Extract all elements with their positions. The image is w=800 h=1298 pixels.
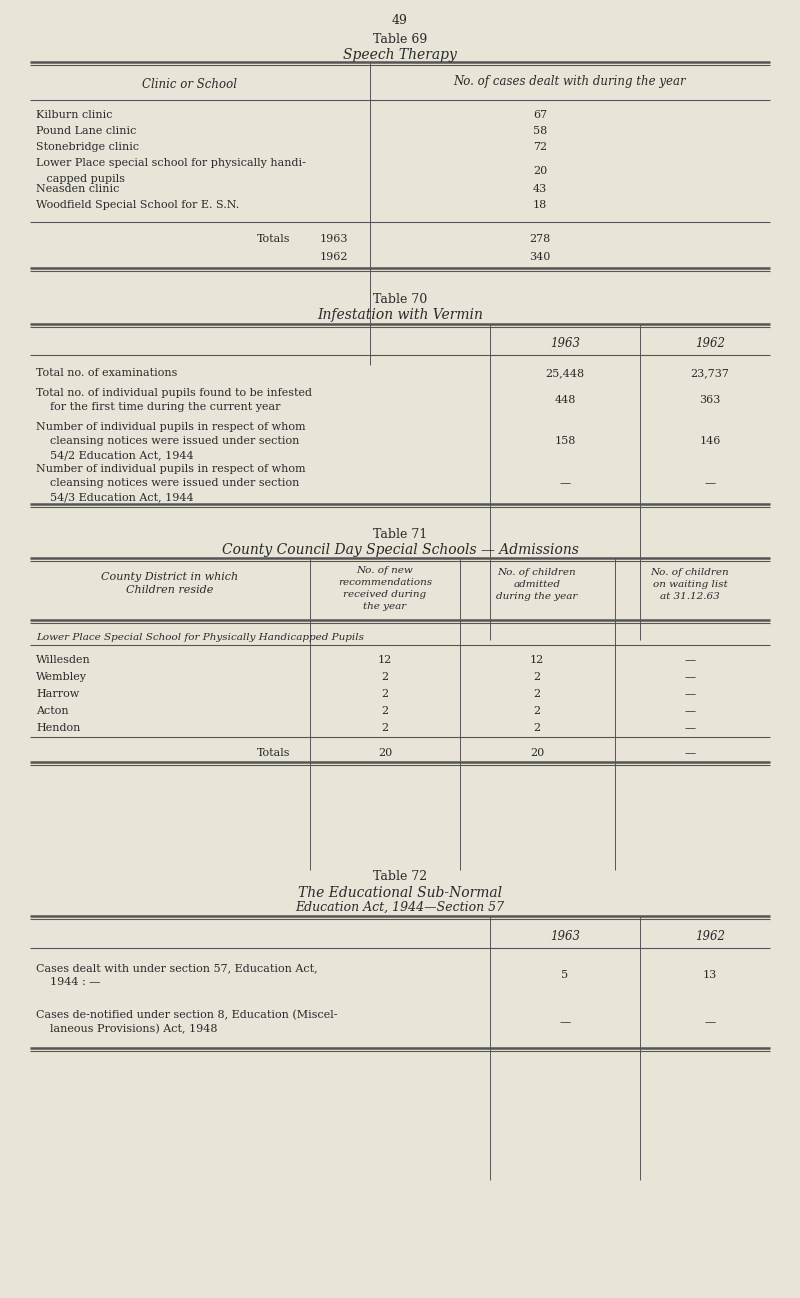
Text: 1963: 1963 [550,929,580,944]
Text: Harrow: Harrow [36,689,79,700]
Text: 54/3 Education Act, 1944: 54/3 Education Act, 1944 [36,492,194,502]
Text: —: — [685,672,695,681]
Text: Stonebridge clinic: Stonebridge clinic [36,141,139,152]
Text: Clinic or School: Clinic or School [142,78,238,91]
Text: for the first time during the current year: for the first time during the current ye… [36,402,281,411]
Text: Table 72: Table 72 [373,870,427,883]
Text: Cases dealt with under section 57, Education Act,: Cases dealt with under section 57, Educa… [36,963,318,974]
Text: —: — [705,1018,715,1027]
Text: 1963: 1963 [320,234,349,244]
Text: 49: 49 [392,14,408,27]
Text: laneous Provisions) Act, 1948: laneous Provisions) Act, 1948 [36,1024,218,1035]
Text: 448: 448 [554,395,576,405]
Text: cleansing notices were issued under section: cleansing notices were issued under sect… [36,436,299,447]
Text: 20: 20 [530,748,544,758]
Text: 72: 72 [533,141,547,152]
Text: Total no. of individual pupils found to be infested: Total no. of individual pupils found to … [36,388,312,398]
Text: —: — [559,1018,570,1027]
Text: 340: 340 [530,252,550,262]
Text: Woodfield Special School for E. S.N.: Woodfield Special School for E. S.N. [36,200,239,210]
Text: County District in which: County District in which [102,572,238,582]
Text: Cases de-notified under section 8, Education (Miscel-: Cases de-notified under section 8, Educa… [36,1010,338,1020]
Text: 13: 13 [703,970,717,980]
Text: No. of cases dealt with during the year: No. of cases dealt with during the year [454,75,686,88]
Text: recommendations: recommendations [338,578,432,587]
Text: Table 69: Table 69 [373,32,427,45]
Text: 2: 2 [534,672,541,681]
Text: 2: 2 [534,723,541,733]
Text: 2: 2 [382,672,389,681]
Text: —: — [705,478,715,488]
Text: the year: the year [363,602,406,611]
Text: 278: 278 [530,234,550,244]
Text: on waiting list: on waiting list [653,580,727,589]
Text: Infestation with Vermin: Infestation with Vermin [317,308,483,322]
Text: 1962: 1962 [695,337,725,350]
Text: County Council Day Special Schools — Admissions: County Council Day Special Schools — Adm… [222,543,578,557]
Text: No. of new: No. of new [357,566,414,575]
Text: Acton: Acton [36,706,69,716]
Text: 158: 158 [554,436,576,447]
Text: Willesden: Willesden [36,655,90,665]
Text: —: — [685,723,695,733]
Text: Speech Therapy: Speech Therapy [343,48,457,62]
Text: The Educational Sub-Normal: The Educational Sub-Normal [298,887,502,900]
Text: 67: 67 [533,110,547,119]
Text: Number of individual pupils in respect of whom: Number of individual pupils in respect o… [36,422,306,432]
Text: 1963: 1963 [550,337,580,350]
Text: Table 70: Table 70 [373,293,427,306]
Text: 12: 12 [530,655,544,665]
Text: 1944 : —: 1944 : — [36,977,100,986]
Text: Totals: Totals [257,234,290,244]
Text: Table 71: Table 71 [373,528,427,541]
Text: Totals: Totals [257,748,290,758]
Text: 5: 5 [562,970,569,980]
Text: —: — [559,478,570,488]
Text: 2: 2 [382,706,389,716]
Text: 43: 43 [533,184,547,193]
Text: Hendon: Hendon [36,723,80,733]
Text: during the year: during the year [496,592,578,601]
Text: received during: received during [343,591,426,598]
Text: Total no. of examinations: Total no. of examinations [36,369,178,378]
Text: 58: 58 [533,126,547,136]
Text: Kilburn clinic: Kilburn clinic [36,110,113,119]
Text: 20: 20 [533,166,547,177]
Text: 363: 363 [699,395,721,405]
Text: at 31.12.63: at 31.12.63 [660,592,720,601]
Text: —: — [685,748,695,758]
Text: Wembley: Wembley [36,672,87,681]
Text: 2: 2 [382,723,389,733]
Text: Pound Lane clinic: Pound Lane clinic [36,126,136,136]
Text: —: — [685,689,695,700]
Text: 25,448: 25,448 [546,369,585,378]
Text: 1962: 1962 [695,929,725,944]
Text: 20: 20 [378,748,392,758]
Text: 146: 146 [699,436,721,447]
Text: 2: 2 [382,689,389,700]
Text: Children reside: Children reside [126,585,214,594]
Text: admitted: admitted [514,580,561,589]
Text: cleansing notices were issued under section: cleansing notices were issued under sect… [36,478,299,488]
Text: Neasden clinic: Neasden clinic [36,184,119,193]
Text: 18: 18 [533,200,547,210]
Text: 2: 2 [534,706,541,716]
Text: capped pupils: capped pupils [36,174,125,184]
Text: 2: 2 [534,689,541,700]
Text: Education Act, 1944—Section 57: Education Act, 1944—Section 57 [295,901,505,914]
Text: No. of children: No. of children [498,569,576,578]
Text: Lower Place Special School for Physically Handicapped Pupils: Lower Place Special School for Physicall… [36,633,364,643]
Text: Number of individual pupils in respect of whom: Number of individual pupils in respect o… [36,463,306,474]
Text: 12: 12 [378,655,392,665]
Text: —: — [685,706,695,716]
Text: 54/2 Education Act, 1944: 54/2 Education Act, 1944 [36,450,194,459]
Text: Lower Place special school for physically handi-: Lower Place special school for physicall… [36,158,306,167]
Text: No. of children: No. of children [650,569,730,578]
Text: —: — [685,655,695,665]
Text: 1962: 1962 [320,252,349,262]
Text: 23,737: 23,737 [690,369,730,378]
